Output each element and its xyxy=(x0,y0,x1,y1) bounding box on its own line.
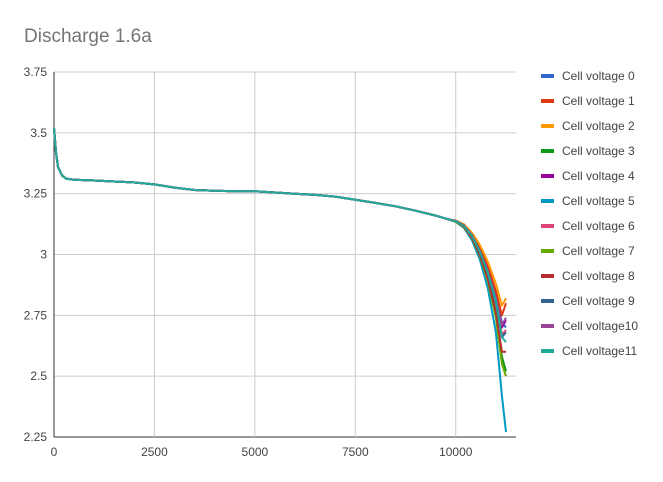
legend-label: Cell voltage11 xyxy=(562,343,638,358)
legend-item[interactable]: Cell voltage10 xyxy=(541,313,638,338)
legend-label: Cell voltage 9 xyxy=(562,293,635,308)
x-tick-label: 10000 xyxy=(439,445,473,459)
series-line-9 xyxy=(53,127,507,339)
legend-label: Cell voltage 8 xyxy=(562,268,635,283)
chart-title: Discharge 1.6a xyxy=(24,26,152,47)
legend-swatch xyxy=(541,173,554,178)
legend-swatch xyxy=(541,123,554,128)
legend-swatch xyxy=(541,273,554,278)
legend-item[interactable]: Cell voltage 0 xyxy=(541,63,638,88)
legend-label: Cell voltage10 xyxy=(562,318,639,333)
legend-swatch xyxy=(541,348,554,353)
series-line-7 xyxy=(53,127,507,377)
series-line-5 xyxy=(53,127,507,433)
legend-swatch xyxy=(541,298,554,303)
legend-label: Cell voltage 0 xyxy=(562,68,635,83)
legend-swatch xyxy=(541,223,554,228)
legend-label: Cell voltage 4 xyxy=(562,168,635,183)
series-line-10 xyxy=(53,127,507,327)
series-line-4 xyxy=(53,127,507,329)
legend: Cell voltage 0 Cell voltage 1 Cell voltage… xyxy=(541,63,638,363)
y-tick-label: 3.5 xyxy=(30,126,47,140)
y-tick-label: 3.75 xyxy=(24,65,48,79)
legend-item[interactable]: Cell voltage 9 xyxy=(541,288,638,313)
legend-swatch xyxy=(541,73,554,78)
legend-item[interactable]: Cell voltage 8 xyxy=(541,263,638,288)
y-tick-label: 3 xyxy=(40,248,47,262)
legend-item[interactable]: Cell voltage 6 xyxy=(541,213,638,238)
legend-label: Cell voltage 5 xyxy=(562,193,635,208)
legend-item[interactable]: Cell voltage 4 xyxy=(541,163,638,188)
gridlines xyxy=(53,71,516,438)
y-axis-ticks: 2.25 2.5 2.75 3 3.25 3.5 3.75 xyxy=(24,65,48,444)
legend-item[interactable]: Cell voltage 2 xyxy=(541,113,638,138)
legend-label: Cell voltage 2 xyxy=(562,118,635,133)
legend-item[interactable]: Cell voltage 3 xyxy=(541,138,638,163)
legend-swatch xyxy=(541,248,554,253)
legend-label: Cell voltage 1 xyxy=(562,93,635,108)
y-tick-label: 2.5 xyxy=(30,369,47,383)
series-line-3 xyxy=(53,127,507,372)
legend-label: Cell voltage 3 xyxy=(562,143,635,158)
legend-item[interactable]: Cell voltage11 xyxy=(541,338,638,363)
x-tick-label: 0 xyxy=(51,445,58,459)
y-tick-label: 2.25 xyxy=(24,430,48,444)
series-line-6 xyxy=(53,127,507,336)
series-line-1 xyxy=(53,127,507,317)
y-tick-label: 2.75 xyxy=(24,308,48,322)
x-axis-ticks: 0 2500 5000 7500 10000 xyxy=(51,445,473,459)
legend-swatch xyxy=(541,148,554,153)
x-tick-label: 2500 xyxy=(141,445,168,459)
series-line-8 xyxy=(53,127,506,353)
legend-item[interactable]: Cell voltage 7 xyxy=(541,238,638,263)
legend-item[interactable]: Cell voltage 5 xyxy=(541,188,638,213)
legend-swatch xyxy=(541,98,554,103)
x-tick-label: 5000 xyxy=(242,445,269,459)
series-lines xyxy=(53,127,507,433)
x-tick-label: 7500 xyxy=(342,445,369,459)
series-line-0 xyxy=(53,127,507,329)
legend-swatch xyxy=(541,198,554,203)
y-tick-label: 3.25 xyxy=(24,187,48,201)
legend-swatch xyxy=(541,323,554,328)
series-line-11 xyxy=(53,127,507,343)
legend-item[interactable]: Cell voltage 1 xyxy=(541,88,638,113)
legend-label: Cell voltage 6 xyxy=(562,218,635,233)
legend-label: Cell voltage 7 xyxy=(562,243,635,258)
